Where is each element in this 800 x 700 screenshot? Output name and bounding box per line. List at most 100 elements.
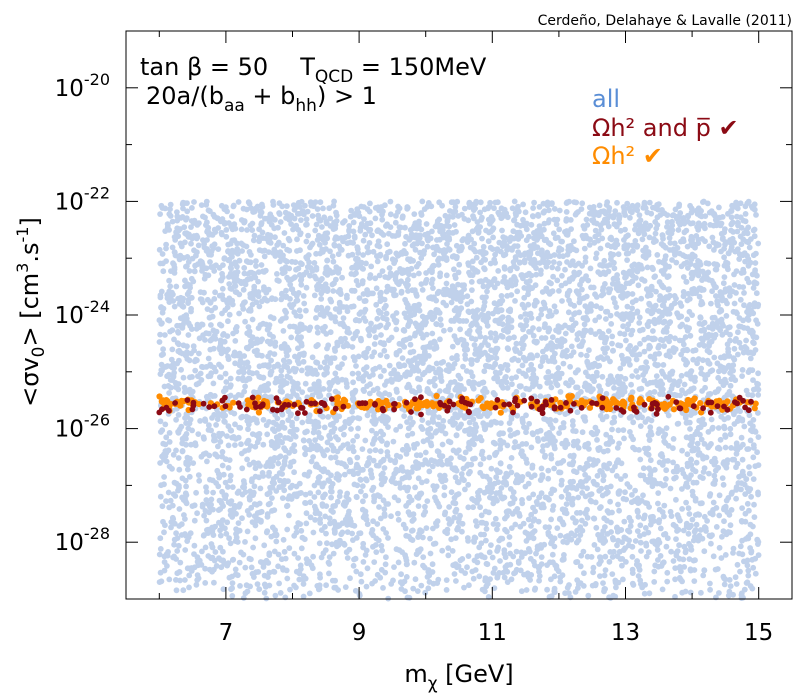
point-all (372, 215, 379, 222)
point-all (401, 413, 407, 419)
point-all (167, 283, 174, 290)
point-all (445, 246, 452, 252)
point-all (727, 425, 734, 432)
point-all (383, 324, 390, 331)
point-all (570, 452, 577, 459)
point-all (414, 240, 420, 247)
point-all (169, 346, 176, 353)
point-all (367, 220, 374, 227)
point-all (376, 504, 382, 510)
point-all (317, 217, 324, 224)
point-all (531, 199, 537, 206)
point-all (537, 271, 544, 277)
point-all (367, 200, 373, 207)
point-all (633, 561, 640, 568)
point-all (466, 582, 472, 589)
point-all (708, 300, 714, 307)
point-all (380, 315, 387, 322)
point-all (716, 368, 722, 375)
point-all (358, 221, 365, 227)
point-all (355, 464, 362, 471)
point-all (443, 280, 450, 287)
point-all (483, 537, 489, 544)
point-all (355, 425, 361, 432)
point-all (460, 455, 467, 462)
point-all (744, 557, 751, 564)
point-all (443, 272, 450, 279)
point-all (276, 211, 283, 218)
point-all (609, 419, 616, 426)
point-all (553, 563, 560, 569)
point-all (684, 451, 691, 458)
point-all (673, 259, 680, 266)
point-all (518, 340, 525, 347)
point-all (212, 549, 219, 555)
point-all (179, 303, 186, 309)
point-all (372, 447, 379, 454)
point-all (559, 298, 565, 304)
point-all (556, 260, 563, 267)
point-all (204, 237, 210, 243)
point-all (235, 392, 242, 398)
point-all (545, 475, 552, 482)
point-all (439, 461, 446, 468)
point-all (521, 294, 528, 301)
point-all (604, 447, 611, 454)
point-all (302, 491, 309, 498)
point-all (395, 516, 402, 523)
point-all (321, 214, 328, 221)
point-all (684, 347, 691, 354)
point-all (326, 515, 333, 522)
point-all (381, 347, 388, 354)
point-all (583, 352, 590, 359)
point-all (713, 266, 720, 273)
point-all (643, 540, 649, 547)
point-all (430, 365, 436, 372)
point-all (393, 318, 400, 324)
point-all (661, 318, 668, 325)
point-all (656, 350, 662, 357)
point-all (331, 198, 337, 205)
point-all (669, 257, 675, 263)
point-all (680, 527, 687, 534)
point-all (224, 562, 231, 569)
point-all (629, 305, 635, 312)
point-all (437, 336, 443, 343)
point-all (187, 416, 194, 423)
point-all (461, 205, 468, 212)
point-all (342, 516, 349, 523)
point-all (745, 572, 752, 579)
point-all (688, 237, 694, 244)
point-all (311, 381, 318, 388)
point-all (496, 570, 502, 576)
point-all (450, 213, 456, 220)
point-all (294, 297, 301, 304)
point-all (631, 261, 638, 268)
point-all (649, 483, 656, 490)
point-all (173, 577, 179, 583)
point-all (200, 364, 206, 371)
point-all (294, 328, 301, 335)
point-all (755, 410, 761, 416)
point-all (695, 226, 702, 233)
point-all (430, 580, 437, 587)
point-all (623, 559, 629, 565)
point-all (252, 522, 259, 529)
point-all (239, 465, 246, 472)
point-all (391, 471, 398, 477)
point-all (193, 581, 200, 588)
point-all (326, 205, 333, 212)
point-all (556, 469, 562, 476)
point-all (324, 354, 330, 361)
point-all (708, 540, 714, 547)
point-all (621, 284, 627, 291)
point-all (240, 595, 247, 601)
point-all (679, 466, 685, 473)
point-all (178, 243, 185, 250)
point-all (679, 506, 685, 512)
point-all (471, 342, 478, 348)
point-all (488, 347, 494, 354)
point-all (377, 435, 384, 442)
point-all (481, 489, 488, 496)
point-all (602, 553, 609, 560)
